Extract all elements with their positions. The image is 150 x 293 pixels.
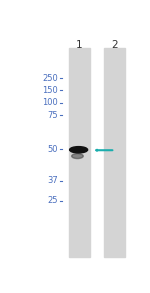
Text: 50: 50 [47,144,58,154]
Ellipse shape [72,154,83,159]
Text: 1: 1 [76,40,83,50]
Text: 2: 2 [111,40,117,50]
Text: 150: 150 [42,86,58,95]
Text: 25: 25 [47,197,58,205]
Bar [69,47,90,257]
Text: 250: 250 [42,74,58,83]
Bar [104,47,124,257]
Ellipse shape [70,146,88,153]
Text: 100: 100 [42,98,58,107]
Text: 75: 75 [47,111,58,120]
Text: 37: 37 [47,176,58,185]
